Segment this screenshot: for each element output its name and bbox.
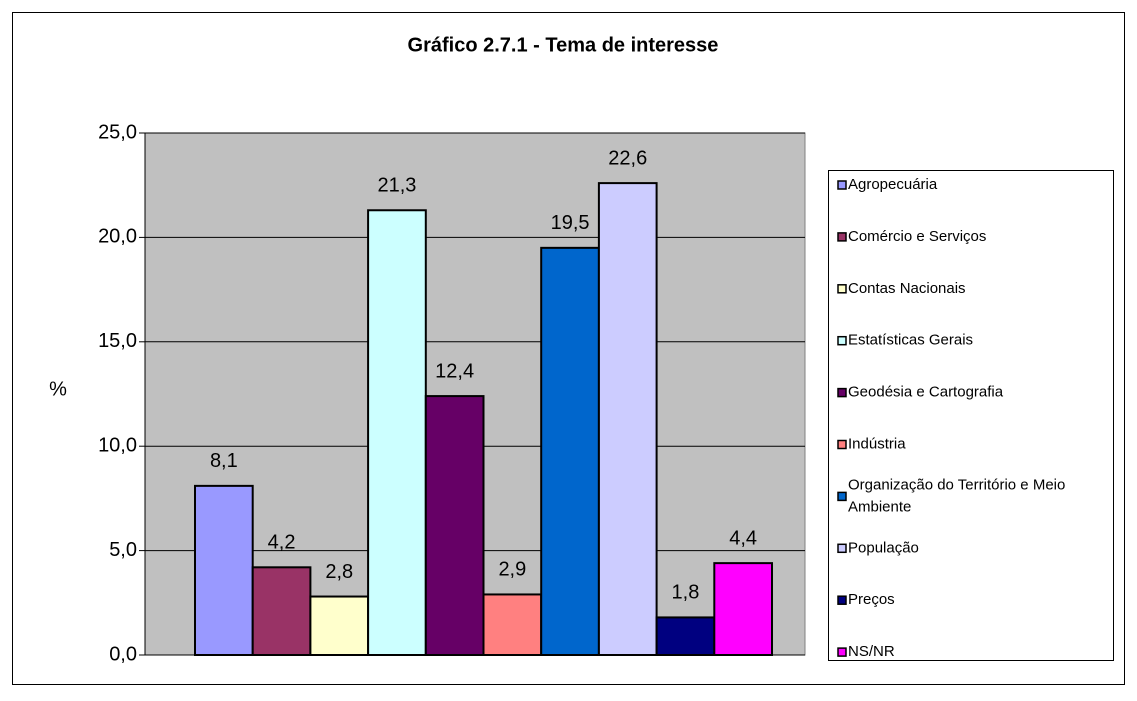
legend-marker	[837, 439, 847, 450]
bar	[713, 562, 773, 656]
legend-marker	[837, 232, 847, 242]
legend-marker	[837, 491, 847, 502]
legend-marker	[837, 335, 847, 346]
data-label: 4,2	[268, 532, 296, 554]
bar	[251, 566, 312, 657]
y-tick-label: 10,0	[98, 434, 137, 456]
legend-label: NS/NR	[848, 643, 895, 660]
y-tick-label: 25,0	[98, 121, 137, 143]
legend-marker	[837, 647, 847, 657]
chart-title: Gráfico 2.7.1 - Tema de interesse	[408, 34, 719, 56]
legend-marker	[837, 595, 847, 605]
data-label: 21,3	[377, 175, 416, 197]
bar	[309, 595, 370, 657]
bar	[540, 246, 600, 656]
legend-label: Indústria	[848, 435, 906, 452]
bar	[424, 395, 485, 656]
bar	[367, 209, 427, 656]
data-label: 1,8	[672, 582, 700, 604]
y-tick-label: 15,0	[98, 330, 137, 352]
legend-marker	[837, 180, 847, 190]
data-label: 12,4	[435, 360, 474, 382]
legend-label: Estatísticas Gerais	[848, 332, 973, 349]
legend-marker	[837, 543, 847, 554]
y-tick-label: 5,0	[109, 539, 137, 561]
bar	[482, 593, 543, 656]
data-label: 2,8	[325, 561, 353, 583]
legend-label: Organização do Território e Meio Ambiente	[848, 476, 1065, 515]
legend-label: Agropecuária	[848, 176, 938, 193]
data-label: 8,1	[210, 450, 238, 472]
legend-label: Comércio e Serviços	[848, 228, 986, 245]
legend-marker	[837, 387, 847, 398]
y-tick-label: 0,0	[109, 643, 137, 665]
data-label: 2,9	[498, 559, 526, 581]
legend-marker	[837, 284, 847, 294]
data-label: 4,4	[729, 527, 757, 549]
legend-label: População	[848, 539, 919, 556]
bar	[655, 616, 716, 657]
legend-label: Geodésia e Cartografia	[848, 384, 1004, 401]
legend-box	[828, 170, 1114, 661]
bar	[597, 182, 658, 656]
legend-label: Contas Nacionais	[848, 280, 966, 297]
data-label: 22,6	[608, 147, 647, 169]
y-axis-label: %	[49, 378, 67, 400]
y-tick-label: 20,0	[98, 226, 137, 248]
bar	[194, 484, 254, 657]
data-label: 19,5	[551, 212, 590, 234]
legend-label: Preços	[848, 591, 895, 608]
